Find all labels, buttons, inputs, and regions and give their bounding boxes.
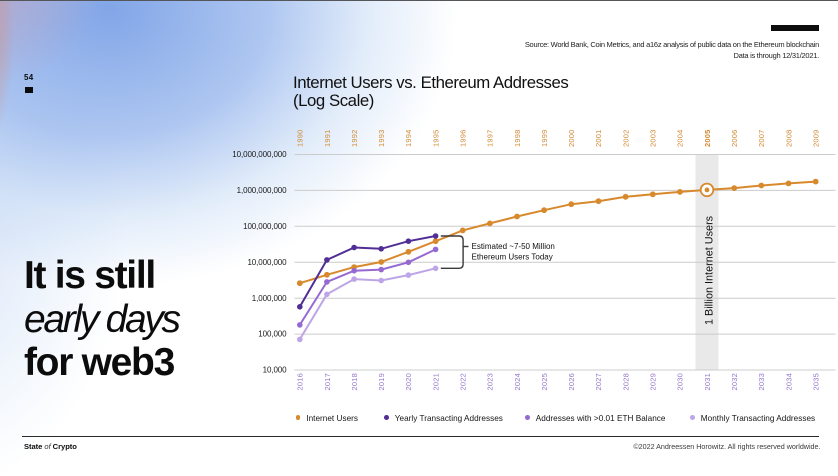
- svg-text:1 Billion Internet Users: 1 Billion Internet Users: [703, 215, 715, 325]
- svg-text:2003: 2003: [649, 130, 658, 148]
- svg-text:1998: 1998: [513, 130, 522, 148]
- svg-text:2032: 2032: [730, 373, 739, 391]
- svg-text:2019: 2019: [377, 373, 386, 391]
- svg-text:1996: 1996: [459, 130, 468, 148]
- svg-text:10,000,000,000: 10,000,000,000: [232, 150, 287, 159]
- svg-text:2020: 2020: [404, 373, 413, 391]
- svg-text:2017: 2017: [323, 373, 332, 391]
- svg-text:2029: 2029: [649, 373, 658, 391]
- svg-text:2000: 2000: [567, 130, 576, 148]
- svg-text:Ethereum Users Today: Ethereum Users Today: [472, 253, 553, 262]
- svg-text:2002: 2002: [621, 130, 630, 148]
- svg-text:2035: 2035: [812, 373, 821, 391]
- svg-text:10,000: 10,000: [263, 366, 288, 375]
- svg-text:1,000,000,000: 1,000,000,000: [237, 186, 288, 195]
- svg-text:1993: 1993: [377, 130, 386, 148]
- svg-text:2024: 2024: [513, 373, 522, 391]
- svg-text:1991: 1991: [323, 130, 332, 148]
- svg-text:2001: 2001: [594, 130, 603, 148]
- svg-text:1999: 1999: [540, 130, 549, 148]
- svg-text:2018: 2018: [350, 373, 359, 391]
- svg-text:2016: 2016: [296, 373, 305, 391]
- svg-text:1994: 1994: [404, 130, 413, 148]
- svg-text:2005: 2005: [703, 130, 712, 148]
- svg-text:2022: 2022: [459, 373, 468, 391]
- svg-text:2025: 2025: [540, 373, 549, 391]
- svg-text:2033: 2033: [757, 373, 766, 391]
- svg-text:2031: 2031: [703, 373, 712, 391]
- svg-text:10,000,000: 10,000,000: [247, 258, 287, 267]
- svg-text:1990: 1990: [296, 130, 305, 148]
- svg-text:1992: 1992: [350, 130, 359, 148]
- svg-text:100,000: 100,000: [258, 330, 287, 339]
- svg-text:2007: 2007: [757, 130, 766, 148]
- svg-text:2030: 2030: [676, 373, 685, 391]
- svg-text:2026: 2026: [567, 373, 576, 391]
- svg-text:2008: 2008: [784, 130, 793, 148]
- svg-text:2006: 2006: [730, 130, 739, 148]
- svg-text:2023: 2023: [486, 373, 495, 391]
- svg-text:1997: 1997: [486, 130, 495, 148]
- svg-text:Estimated ~7-50 Million: Estimated ~7-50 Million: [472, 242, 555, 251]
- svg-text:2034: 2034: [784, 373, 793, 391]
- svg-text:2021: 2021: [431, 373, 440, 391]
- svg-text:2004: 2004: [676, 130, 685, 148]
- svg-text:2027: 2027: [594, 373, 603, 391]
- svg-text:2009: 2009: [812, 130, 821, 148]
- svg-text:2028: 2028: [621, 373, 630, 391]
- svg-text:1,000,000: 1,000,000: [252, 294, 287, 303]
- svg-text:100,000,000: 100,000,000: [243, 222, 287, 231]
- svg-text:1995: 1995: [431, 130, 440, 148]
